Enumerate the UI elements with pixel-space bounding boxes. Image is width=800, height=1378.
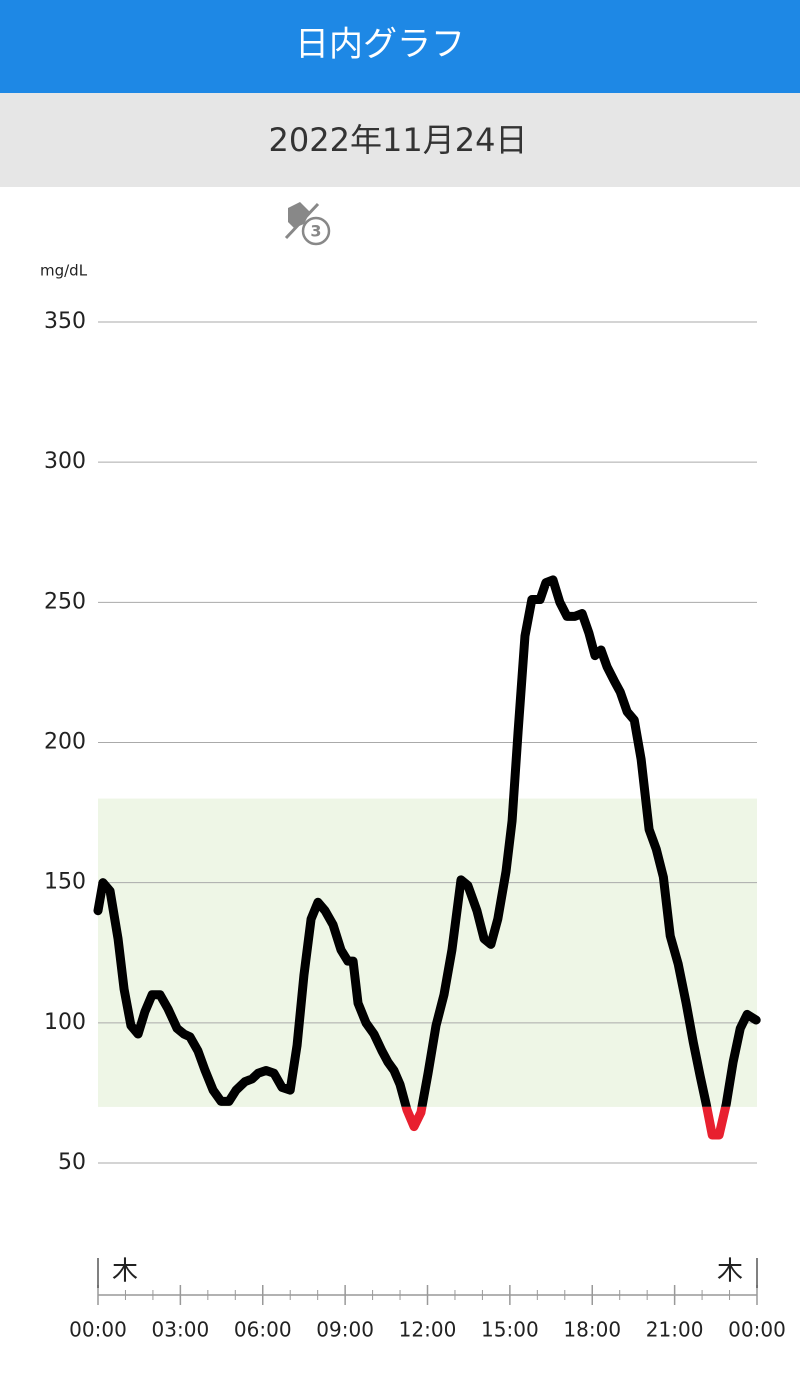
date-bar[interactable]: [0, 93, 800, 187]
icon-badge: [301, 216, 331, 246]
y-tick-label: 200: [44, 730, 86, 755]
y-tick-label: 100: [44, 1010, 86, 1035]
icon-badge-count: 3: [310, 222, 321, 241]
y-unit: mg/dL: [40, 262, 88, 280]
x-tick-label: 06:00: [234, 1318, 292, 1342]
x-tick-label: 21:00: [646, 1318, 704, 1342]
x-tick-label: 18:00: [563, 1318, 621, 1342]
y-tick-label: 150: [44, 870, 86, 895]
icon-shape: [288, 202, 310, 228]
event-icon[interactable]: 3: [284, 202, 331, 246]
glucose-line: [93, 575, 761, 1107]
y-tick-label: 50: [58, 1150, 86, 1175]
x-tick-label: 12:00: [399, 1318, 457, 1342]
x-tick-label: 00:00: [728, 1318, 786, 1342]
x-tick-label: 00:00: [69, 1318, 127, 1342]
y-tick-label: 250: [44, 589, 86, 614]
x-tick-label: 09:00: [316, 1318, 374, 1342]
day-label: 木: [717, 1257, 743, 1287]
app-title: 日内グラフ: [295, 25, 465, 65]
x-tick-label: 03:00: [152, 1318, 210, 1342]
y-tick-label: 350: [44, 309, 86, 334]
x-tick-label: 15:00: [481, 1318, 539, 1342]
icon-stroke: [284, 202, 320, 240]
y-tick-label: 300: [44, 449, 86, 474]
date-label: 2022年11月24日: [269, 121, 528, 159]
app-bar: [0, 0, 800, 93]
day-label: 木: [112, 1257, 138, 1287]
